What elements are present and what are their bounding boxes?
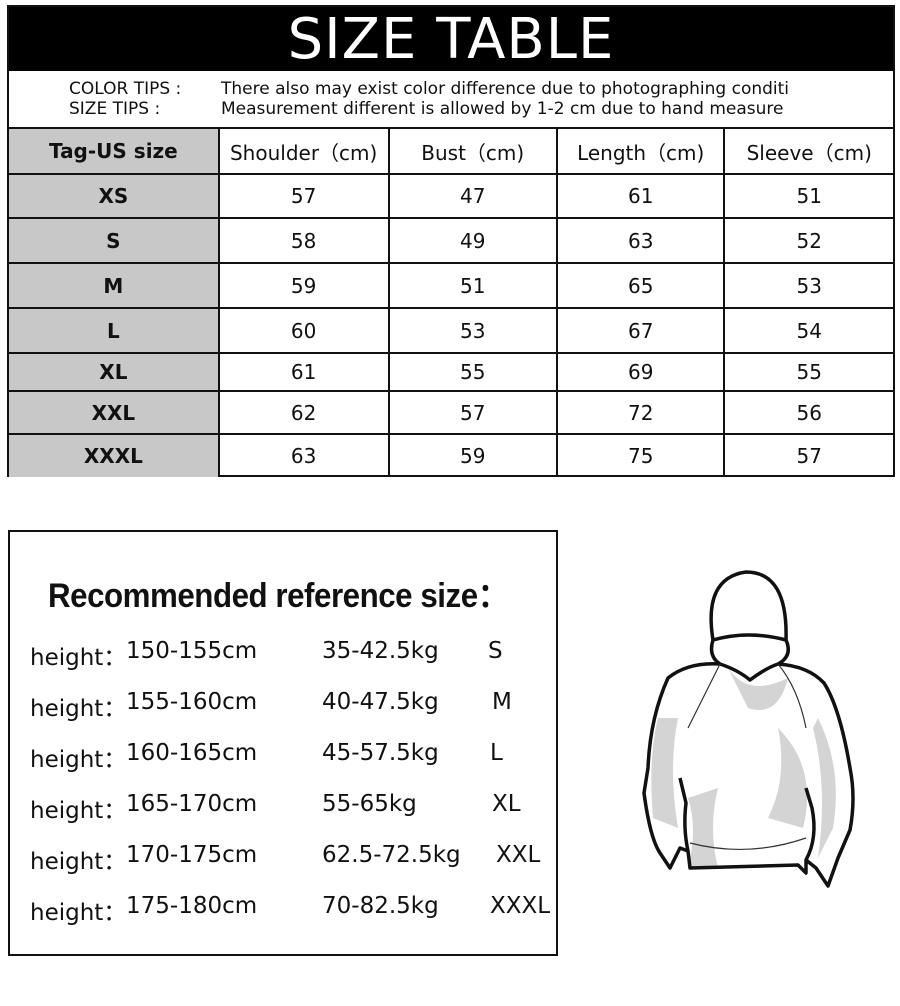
measurement-cell: 75 [555,433,726,477]
column-header: Tag-US size [9,129,220,175]
height-label: height： [30,696,127,722]
weight-range: 62.5-72.5kg [322,842,461,868]
size-cell: L [9,307,220,354]
table-row: XL 61 55 69 55 [9,352,893,392]
height-range: 155-160cm [126,689,258,715]
height-label: height： [30,645,127,671]
recommended-size: M [492,689,512,715]
reference-row: height： 155-160cm 40-47.5kg M [10,689,556,729]
reference-row: height： 170-175cm 62.5-72.5kg XXL [10,842,556,882]
reference-row: height： 175-180cm 70-82.5kg XXXL [10,893,556,933]
table-row: XXL 62 57 72 56 [9,390,893,435]
size-cell: XS [9,173,220,219]
size-table-panel: SIZE TABLE COLOR TIPS : There also may ex… [7,5,895,477]
measurement-cell: 52 [723,217,893,264]
measurement-cell: 63 [217,433,390,477]
weight-range: 45-57.5kg [322,740,439,766]
measurement-cell: 72 [555,390,726,435]
measurement-cell: 61 [555,173,726,219]
height-range: 160-165cm [126,740,258,766]
measurement-cell: 53 [387,307,558,354]
height-range: 150-155cm [126,638,258,664]
measurement-cell: 51 [387,262,558,309]
column-header: Sleeve（cm) [723,129,893,175]
measurement-cell: 61 [217,352,390,392]
tips-section: COLOR TIPS : There also may exist color d… [9,71,893,129]
measurement-cell: 55 [723,352,893,392]
weight-range: 35-42.5kg [322,638,439,664]
measurement-cell: 59 [387,433,558,477]
measurement-cell: 47 [387,173,558,219]
size-table: Tag-US size Shoulder（cm) Bust（cm) Length（cm… [9,129,893,477]
measurement-cell: 53 [723,262,893,309]
size-cell: XL [9,352,220,392]
reference-row: height： 165-170cm 55-65kg XL [10,791,556,831]
measurement-cell: 49 [387,217,558,264]
measurement-cell: 65 [555,262,726,309]
size-table-title: SIZE TABLE [9,7,893,72]
height-label: height： [30,900,127,926]
measurement-cell: 67 [555,307,726,354]
measurement-cell: 56 [723,390,893,435]
table-row: L 60 53 67 54 [9,307,893,354]
measurement-cell: 59 [217,262,390,309]
weight-range: 70-82.5kg [322,893,439,919]
measurement-cell: 57 [723,433,893,477]
table-row: XS 57 47 61 51 [9,173,893,219]
reference-size-panel: Recommended reference size： height： 150-1… [8,530,558,956]
recommended-size: S [488,638,503,664]
measurement-cell: 57 [387,390,558,435]
recommended-size: L [490,740,503,766]
height-label: height： [30,747,127,773]
weight-range: 40-47.5kg [322,689,439,715]
size-cell: XXXL [9,433,220,477]
table-row: M 59 51 65 53 [9,262,893,309]
column-header: Bust（cm) [387,129,558,175]
reference-title: Recommended reference size： [48,577,509,615]
table-header-row: Tag-US size Shoulder（cm) Bust（cm) Length（cm… [9,129,893,175]
measurement-cell: 51 [723,173,893,219]
measurement-cell: 58 [217,217,390,264]
height-range: 175-180cm [126,893,258,919]
measurement-cell: 69 [555,352,726,392]
recommended-size: XXL [496,842,541,868]
size-cell: XXL [9,390,220,435]
size-tip: SIZE TIPS : Measurement different is allo… [69,99,784,119]
recommended-size: XL [492,791,521,817]
height-label: height： [30,798,127,824]
column-header: Length（cm) [555,129,726,175]
size-cell: M [9,262,220,309]
height-range: 165-170cm [126,791,258,817]
column-header: Shoulder（cm) [217,129,390,175]
recommended-size: XXXL [490,893,551,919]
measurement-cell: 55 [387,352,558,392]
table-row: S 58 49 63 52 [9,217,893,264]
measurement-cell: 62 [217,390,390,435]
weight-range: 55-65kg [322,791,417,817]
measurement-cell: 54 [723,307,893,354]
reference-row: height： 150-155cm 35-42.5kg S [10,638,556,678]
height-range: 170-175cm [126,842,258,868]
reference-row: height： 160-165cm 45-57.5kg L [10,740,556,780]
measurement-cell: 60 [217,307,390,354]
table-row: XXXL 63 59 75 57 [9,433,893,477]
measurement-cell: 57 [217,173,390,219]
measurement-cell: 63 [555,217,726,264]
color-tip: COLOR TIPS : There also may exist color d… [69,79,790,99]
size-cell: S [9,217,220,264]
hoodie-illustration [642,570,855,888]
height-label: height： [30,849,127,875]
